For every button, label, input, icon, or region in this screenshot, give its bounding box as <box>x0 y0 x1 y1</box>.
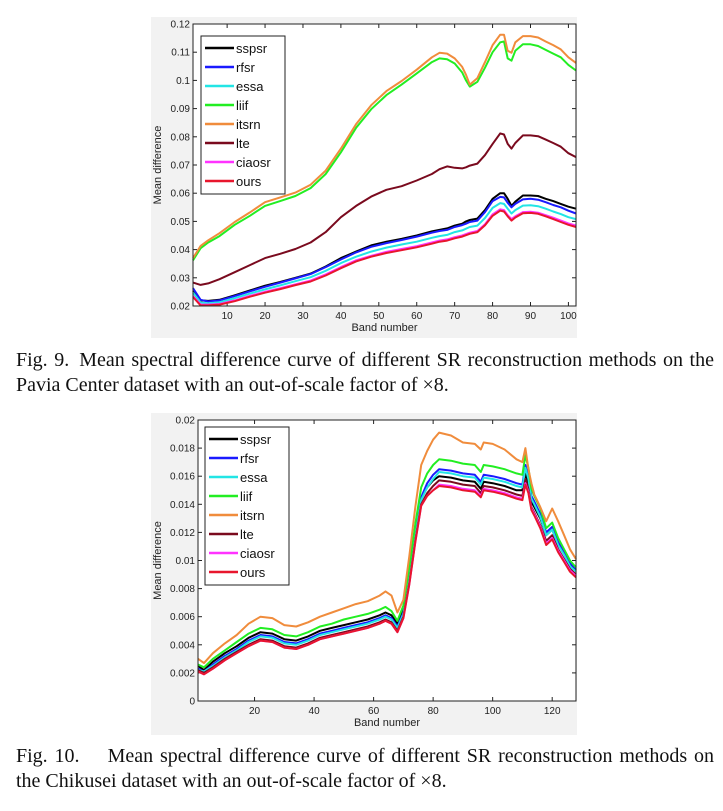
chart10-ytick-label: 0.018 <box>170 444 195 455</box>
chart10-xtick-label: 100 <box>484 706 501 717</box>
chart9-legend-label-lte: lte <box>236 136 250 151</box>
chart9-series-rfsr <box>192 195 577 303</box>
chart10-series-essa <box>197 466 577 673</box>
chart10-legend-label-lte: lte <box>240 527 254 542</box>
chart10-legend-label-sspsr: sspsr <box>240 432 272 447</box>
chart10-ytick-label: 0.002 <box>170 668 195 679</box>
figure-9-caption-label: Fig. 9. <box>16 349 70 371</box>
figure-9-caption: Fig. 9. Mean spectral difference curve of… <box>16 348 714 398</box>
chart9-series-itsrn <box>192 33 577 259</box>
chart9-ytick-label: 0.05 <box>171 217 191 228</box>
chart10-ytick-label: 0.02 <box>176 416 196 427</box>
chart9-xtick-label: 10 <box>222 311 234 322</box>
figure-9-plot: 0.02 0.03 0.04 0.05 0.06 0.07 0.08 0.09 0.1 0.11 0… <box>151 17 577 338</box>
chart9-legend-label-ours: ours <box>236 174 262 189</box>
chart9-series-liif <box>192 40 577 261</box>
chart10-xlabel: Band number <box>354 717 420 729</box>
figure-10-caption: Fig. 10. Mean spectral difference curve o… <box>16 744 714 794</box>
chart10-xtick-label: 120 <box>544 706 561 717</box>
chart10-xtick-label: 20 <box>249 706 261 717</box>
chart10-series-itsrn <box>197 431 577 665</box>
chart9-series-ours <box>192 209 577 307</box>
chart10-xtick-label: 40 <box>309 706 321 717</box>
chart9-ytick-label: 0.12 <box>171 20 191 31</box>
chart9-xlabel: Band number <box>351 322 417 334</box>
chart10-legend-label-ours: ours <box>240 565 266 580</box>
figure-10-plot: 0 0.002 0.004 0.006 0.008 0.01 0.012 0.014 0.016… <box>151 413 577 735</box>
figure-10-chart: 0 0.002 0.004 0.006 0.008 0.01 0.012 0.014 0.016… <box>152 416 577 729</box>
chart9-legend-label-itsrn: itsrn <box>236 117 261 132</box>
chart9-ytick-label: 0.02 <box>171 302 191 313</box>
figure-10-caption-text: Mean spectral difference curve of differ… <box>16 745 715 792</box>
chart10-series-liif <box>197 454 577 669</box>
chart9-ytick-label: 0.08 <box>171 132 191 143</box>
chart10-ytick-label: 0.006 <box>170 612 195 623</box>
chart9-ytick-label: 0.04 <box>171 245 191 256</box>
chart10-ytick-label: 0.008 <box>170 584 195 595</box>
chart10-series-rfsr <box>197 464 577 673</box>
chart9-series-essa <box>192 202 577 305</box>
chart9-ytick-label: 0.07 <box>171 161 191 172</box>
chart9-xtick-label: 40 <box>335 311 347 322</box>
chart10-legend-label-rfsr: rfsr <box>240 451 259 466</box>
figure-10-caption-label: Fig. 10. <box>16 745 80 767</box>
chart9-xtick-label: 100 <box>560 311 577 322</box>
chart9-legend-label-sspsr: sspsr <box>236 41 268 56</box>
chart9-xtick-label: 60 <box>411 311 423 322</box>
figure-9-chart: 0.02 0.03 0.04 0.05 0.06 0.07 0.08 0.09 0.1 0.11 0… <box>152 20 577 335</box>
chart9-legend-label-rfsr: rfsr <box>236 60 255 75</box>
chart10-axes-box <box>197 419 577 702</box>
chart9-legend-label-liif: liif <box>236 98 249 113</box>
chart10-legend-box <box>204 426 290 586</box>
chart10-legend-label-liif: liif <box>240 489 253 504</box>
chart9-ytick-label: 0.1 <box>176 76 190 87</box>
chart10-ytick-label: 0.01 <box>176 556 196 567</box>
chart10-ytick-label: 0.014 <box>170 500 195 511</box>
chart9-xtick-label: 80 <box>487 311 499 322</box>
chart10-ytick-label: 0.016 <box>170 472 195 483</box>
chart9-series-lte <box>192 132 577 286</box>
chart10-xtick-label: 80 <box>428 706 440 717</box>
chart10-legend-label-ciaosr: ciaosr <box>240 546 275 561</box>
chart9-ytick-label: 0.06 <box>171 189 191 200</box>
chart9-ylabel: Mean difference <box>152 126 164 205</box>
chart10-series-ours <box>197 483 577 676</box>
chart9-legend-label-ciaosr: ciaosr <box>236 155 271 170</box>
chart9-legend-box <box>200 35 286 195</box>
chart9-ytick-label: 0.09 <box>171 104 191 115</box>
chart10-ytick-label: 0.012 <box>170 528 195 539</box>
chart9-axes-box <box>192 23 577 307</box>
chart9-xtick-label: 70 <box>449 311 461 322</box>
chart9-ytick-label: 0.11 <box>171 48 190 59</box>
chart10-ylabel: Mean difference <box>152 521 164 600</box>
chart10-xtick-label: 60 <box>368 706 380 717</box>
figure-9-caption-text: Mean spectral difference curve of differ… <box>16 349 714 396</box>
chart10-legend-label-itsrn: itsrn <box>240 508 265 523</box>
chart9-xtick-label: 90 <box>525 311 537 322</box>
chart9-legend-label-essa: essa <box>236 79 264 94</box>
chart9-xtick-label: 50 <box>373 311 385 322</box>
chart10-ytick-label: 0.004 <box>170 640 195 651</box>
chart10-ytick-label: 0 <box>189 697 195 708</box>
chart10-legend-label-essa: essa <box>240 470 268 485</box>
chart9-ytick-label: 0.03 <box>171 273 191 284</box>
chart9-xtick-label: 30 <box>297 311 309 322</box>
chart9-xtick-label: 20 <box>259 311 271 322</box>
